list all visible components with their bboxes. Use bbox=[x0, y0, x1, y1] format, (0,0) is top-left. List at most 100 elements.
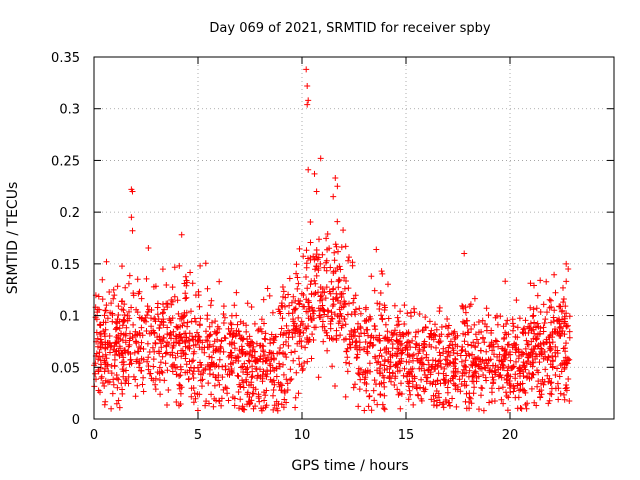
data-point bbox=[309, 331, 316, 338]
data-point bbox=[185, 376, 192, 383]
data-point bbox=[331, 249, 338, 256]
data-point bbox=[292, 298, 299, 304]
data-point bbox=[275, 306, 282, 313]
data-point bbox=[182, 290, 189, 297]
data-point bbox=[181, 330, 188, 337]
data-point bbox=[548, 304, 555, 310]
data-point bbox=[298, 343, 305, 350]
data-point bbox=[218, 395, 225, 402]
data-point bbox=[291, 320, 298, 327]
data-point bbox=[352, 381, 358, 388]
data-point bbox=[186, 345, 193, 352]
data-point bbox=[127, 356, 134, 363]
data-point bbox=[404, 373, 410, 380]
data-point bbox=[343, 278, 349, 284]
data-point bbox=[119, 337, 126, 344]
data-point bbox=[507, 357, 514, 364]
data-point bbox=[177, 401, 184, 407]
data-point bbox=[301, 303, 308, 310]
data-point bbox=[184, 323, 191, 330]
data-point bbox=[435, 338, 442, 345]
data-point bbox=[303, 296, 310, 303]
data-point bbox=[224, 390, 231, 397]
data-point bbox=[119, 366, 126, 373]
data-point bbox=[444, 361, 451, 367]
data-point bbox=[95, 293, 102, 300]
data-point bbox=[248, 397, 255, 404]
data-point bbox=[270, 350, 277, 357]
data-point bbox=[143, 328, 150, 334]
data-point bbox=[444, 316, 451, 322]
data-point bbox=[353, 342, 360, 349]
data-point bbox=[242, 366, 249, 373]
data-point bbox=[496, 357, 503, 364]
data-point bbox=[446, 399, 453, 406]
data-point bbox=[271, 337, 278, 344]
data-point bbox=[396, 390, 403, 397]
data-point bbox=[276, 349, 283, 356]
data-point bbox=[350, 333, 357, 340]
data-point bbox=[202, 260, 209, 267]
data-point bbox=[450, 380, 457, 387]
data-point bbox=[385, 338, 391, 344]
data-point bbox=[145, 245, 152, 251]
data-point bbox=[106, 333, 113, 339]
data-point bbox=[150, 283, 157, 290]
data-point bbox=[174, 364, 180, 371]
data-point bbox=[117, 336, 124, 343]
data-point bbox=[387, 359, 394, 366]
y-tick-label: 0.15 bbox=[51, 258, 80, 273]
data-point bbox=[280, 371, 287, 378]
data-point bbox=[190, 342, 197, 349]
data-point bbox=[326, 288, 333, 295]
data-point bbox=[337, 310, 344, 317]
data-point bbox=[267, 368, 274, 375]
data-point bbox=[251, 320, 258, 327]
data-point bbox=[266, 349, 273, 356]
data-point bbox=[557, 390, 564, 397]
data-point bbox=[356, 333, 363, 340]
data-point bbox=[300, 365, 306, 372]
data-point bbox=[106, 289, 113, 295]
data-point bbox=[537, 277, 544, 284]
data-point bbox=[303, 66, 310, 73]
data-point bbox=[315, 374, 322, 381]
data-point bbox=[499, 384, 506, 391]
data-point bbox=[268, 331, 275, 338]
data-point bbox=[280, 341, 287, 348]
data-point bbox=[459, 346, 466, 353]
data-point bbox=[381, 406, 388, 413]
data-point bbox=[364, 344, 371, 351]
data-point bbox=[401, 321, 408, 327]
data-point bbox=[252, 386, 259, 393]
data-point bbox=[522, 401, 529, 408]
data-point bbox=[317, 314, 324, 321]
data-point bbox=[422, 386, 429, 393]
data-point bbox=[503, 331, 510, 338]
data-point bbox=[561, 396, 568, 403]
data-point bbox=[549, 353, 556, 359]
data-point bbox=[374, 336, 381, 343]
data-point bbox=[206, 371, 213, 377]
data-point bbox=[280, 404, 287, 411]
data-point bbox=[294, 340, 301, 347]
data-point bbox=[462, 309, 469, 316]
data-point bbox=[178, 231, 185, 238]
data-point bbox=[515, 346, 522, 353]
data-point bbox=[191, 390, 198, 397]
data-point bbox=[452, 368, 459, 375]
data-point bbox=[513, 358, 519, 365]
data-point bbox=[110, 346, 117, 353]
data-point bbox=[294, 274, 301, 281]
data-point bbox=[405, 329, 412, 336]
data-point bbox=[141, 317, 147, 324]
data-point bbox=[133, 338, 140, 345]
data-point bbox=[324, 231, 331, 237]
data-point bbox=[368, 273, 375, 280]
data-point bbox=[206, 323, 213, 330]
data-point bbox=[304, 285, 311, 292]
data-point bbox=[406, 387, 413, 394]
data-point bbox=[371, 287, 378, 294]
data-point bbox=[125, 280, 132, 287]
data-point bbox=[475, 319, 482, 325]
